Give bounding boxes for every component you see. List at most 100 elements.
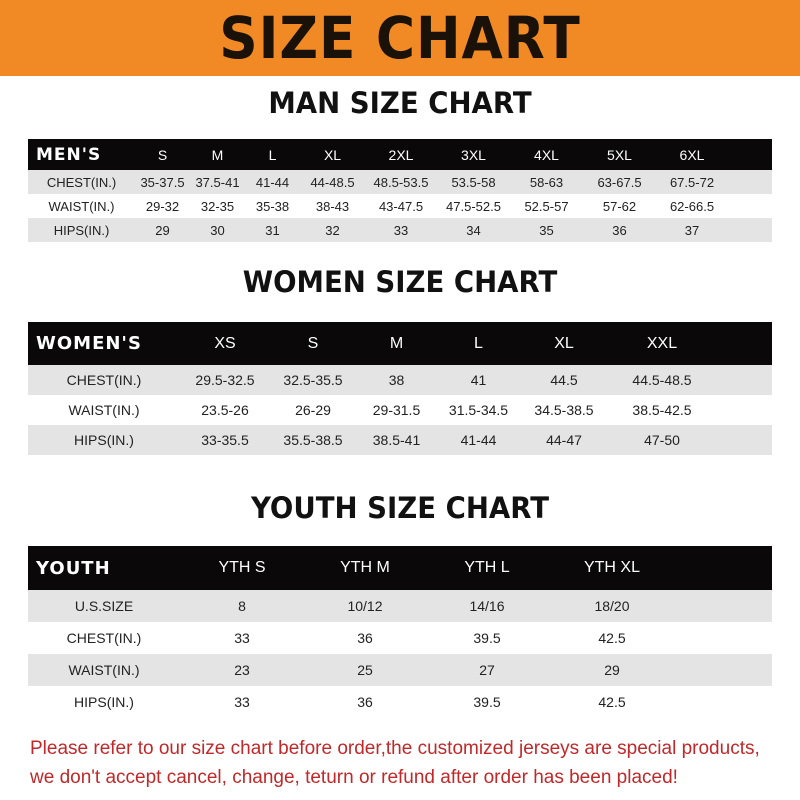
table-row: CHEST(IN.) 35-37.5 37.5-41 41-44 44-48.5 48.5… <box>28 170 772 194</box>
size-header: YTH L <box>464 559 510 576</box>
measure-label: HIPS(IN.) <box>74 432 134 448</box>
table-cell: 35 <box>539 222 554 238</box>
table-cell: 39.5 <box>473 694 501 710</box>
table-cell: 36 <box>357 630 373 646</box>
table-cell: 31.5-34.5 <box>448 402 509 418</box>
table-row: U.S.SIZE 8 10/12 14/16 18/20 <box>28 590 772 622</box>
table-cell: 29-31.5 <box>372 402 421 418</box>
table-cell: 37.5-41 <box>195 174 240 190</box>
table-cell: 33-35.5 <box>201 432 249 448</box>
measure-label: WAIST(IN.) <box>68 662 140 678</box>
table-cell: 36 <box>357 694 373 710</box>
measure-label: HIPS(IN.) <box>74 694 134 710</box>
table-cell: 35-38 <box>255 198 290 214</box>
table-cell: 41-44 <box>255 174 290 190</box>
table-cell: 29 <box>604 662 620 678</box>
size-header: XXL <box>646 334 678 352</box>
table-cell: 31 <box>265 222 280 238</box>
table-row: WAIST(IN.) 23.5-26 26-29 29-31.5 31.5-34.5 34… <box>28 395 772 425</box>
table-cell: 33 <box>234 694 250 710</box>
table-row: CHEST(IN.) 33 36 39.5 42.5 <box>28 622 772 654</box>
table-cell: 38.5-41 <box>372 432 421 448</box>
table-cell: 62-66.5 <box>669 198 715 214</box>
table-cell: 38-43 <box>315 198 350 214</box>
women-size-table: WOMEN'S XS S M L XL XXL CHEST(IN.) 29.5-32.5 32.5… <box>28 322 772 455</box>
table-cell: 35.5-38.5 <box>283 432 343 448</box>
size-header: XS <box>214 334 236 352</box>
table-cell: 29-32 <box>145 198 180 214</box>
measure-label: CHEST(IN.) <box>66 372 142 388</box>
size-header: S <box>307 334 319 352</box>
men-size-table: MEN'S S M L XL 2XL 3XL 4XL 5XL 6XL CHEST(IN.) 35-37… <box>28 139 772 242</box>
table-cell: 10/12 <box>347 598 383 614</box>
size-header: L <box>268 146 277 163</box>
table-cell: 67.5-72 <box>669 174 715 190</box>
table-cell: 47.5-52.5 <box>446 198 501 214</box>
table-header-row: MEN'S S M L XL 2XL 3XL 4XL 5XL 6XL <box>28 139 772 170</box>
table-row: HIPS(IN.) 29 30 31 32 33 34 35 36 37 <box>28 218 772 242</box>
size-header: 2XL <box>388 146 414 163</box>
table-cell: 41 <box>470 372 487 388</box>
table-row: CHEST(IN.) 29.5-32.5 32.5-35.5 38 41 44.5 44.5… <box>28 365 772 395</box>
table-header-row: WOMEN'S XS S M L XL XXL <box>28 322 772 365</box>
size-header: S <box>157 146 168 163</box>
size-header: XL <box>323 146 342 163</box>
order-notice: Please refer to our size chart before or… <box>30 734 790 792</box>
table-cell: 58-63 <box>529 174 564 190</box>
men-section-title: MAN SIZE CHART <box>268 86 532 120</box>
table-header-row: YOUTH YTH S YTH M YTH L YTH XL <box>28 546 772 590</box>
table-row: HIPS(IN.) 33 36 39.5 42.5 <box>28 686 772 718</box>
table-cell: 53.5-58 <box>451 174 496 190</box>
table-cell: 26-29 <box>295 402 331 418</box>
table-cell: 48.5-53.5 <box>373 174 429 190</box>
table-cell: 44.5 <box>550 372 578 388</box>
table-cell: 14/16 <box>469 598 505 614</box>
table-label: YOUTH <box>36 557 111 579</box>
table-cell: 36 <box>612 222 627 238</box>
table-cell: 43-47.5 <box>378 198 424 214</box>
measure-label: WAIST(IN.) <box>48 198 115 214</box>
table-cell: 41-44 <box>460 432 497 448</box>
title-banner: SIZE CHART <box>0 0 800 76</box>
size-header: YTH XL <box>583 559 640 576</box>
notice-line: we don't accept cancel, change, teturn o… <box>30 767 678 788</box>
table-cell: 34 <box>466 222 481 238</box>
size-header: 6XL <box>679 146 705 163</box>
table-cell: 29.5-32.5 <box>195 372 255 388</box>
size-header: M <box>389 334 404 352</box>
youth-size-table: YOUTH YTH S YTH M YTH L YTH XL U.S.SIZE 8 10/12… <box>28 546 772 718</box>
table-cell: 33 <box>234 630 250 646</box>
measure-label: U.S.SIZE <box>74 598 134 614</box>
table-row: WAIST(IN.) 29-32 32-35 35-38 38-43 43-47.5 47.… <box>28 194 772 218</box>
table-row: HIPS(IN.) 33-35.5 35.5-38.5 38.5-41 41-44 44-… <box>28 425 772 455</box>
table-label: WOMEN'S <box>36 333 142 354</box>
main-title: SIZE CHART <box>219 4 581 72</box>
table-cell: 23.5-26 <box>201 402 249 418</box>
table-cell: 38.5-42.5 <box>632 402 692 418</box>
table-cell: 38 <box>388 372 405 388</box>
table-cell: 57-62 <box>602 198 637 214</box>
table-cell: 37 <box>684 222 700 238</box>
table-cell: 44.5-48.5 <box>632 372 692 388</box>
measure-label: WAIST(IN.) <box>68 402 140 418</box>
table-cell: 63-67.5 <box>597 174 642 190</box>
measure-label: HIPS(IN.) <box>53 222 110 238</box>
table-cell: 25 <box>357 662 373 678</box>
measure-label: CHEST(IN.) <box>66 630 142 646</box>
table-cell: 52.5-57 <box>524 198 569 214</box>
size-header: YTH S <box>218 559 266 576</box>
table-cell: 33 <box>393 222 409 238</box>
size-header: 5XL <box>607 146 632 163</box>
table-cell: 39.5 <box>473 630 501 646</box>
table-cell: 42.5 <box>598 630 626 646</box>
size-header: L <box>474 334 483 352</box>
size-header: M <box>211 146 224 163</box>
youth-section-title: YOUTH SIZE CHART <box>250 491 550 525</box>
table-cell: 35-37.5 <box>140 174 185 190</box>
table-row: WAIST(IN.) 23 25 27 29 <box>28 654 772 686</box>
table-cell: 32 <box>325 222 340 238</box>
table-cell: 47-50 <box>644 432 680 448</box>
notice-line: Please refer to our size chart before or… <box>30 738 760 759</box>
table-label: MEN'S <box>36 144 102 165</box>
table-cell: 8 <box>238 598 246 614</box>
